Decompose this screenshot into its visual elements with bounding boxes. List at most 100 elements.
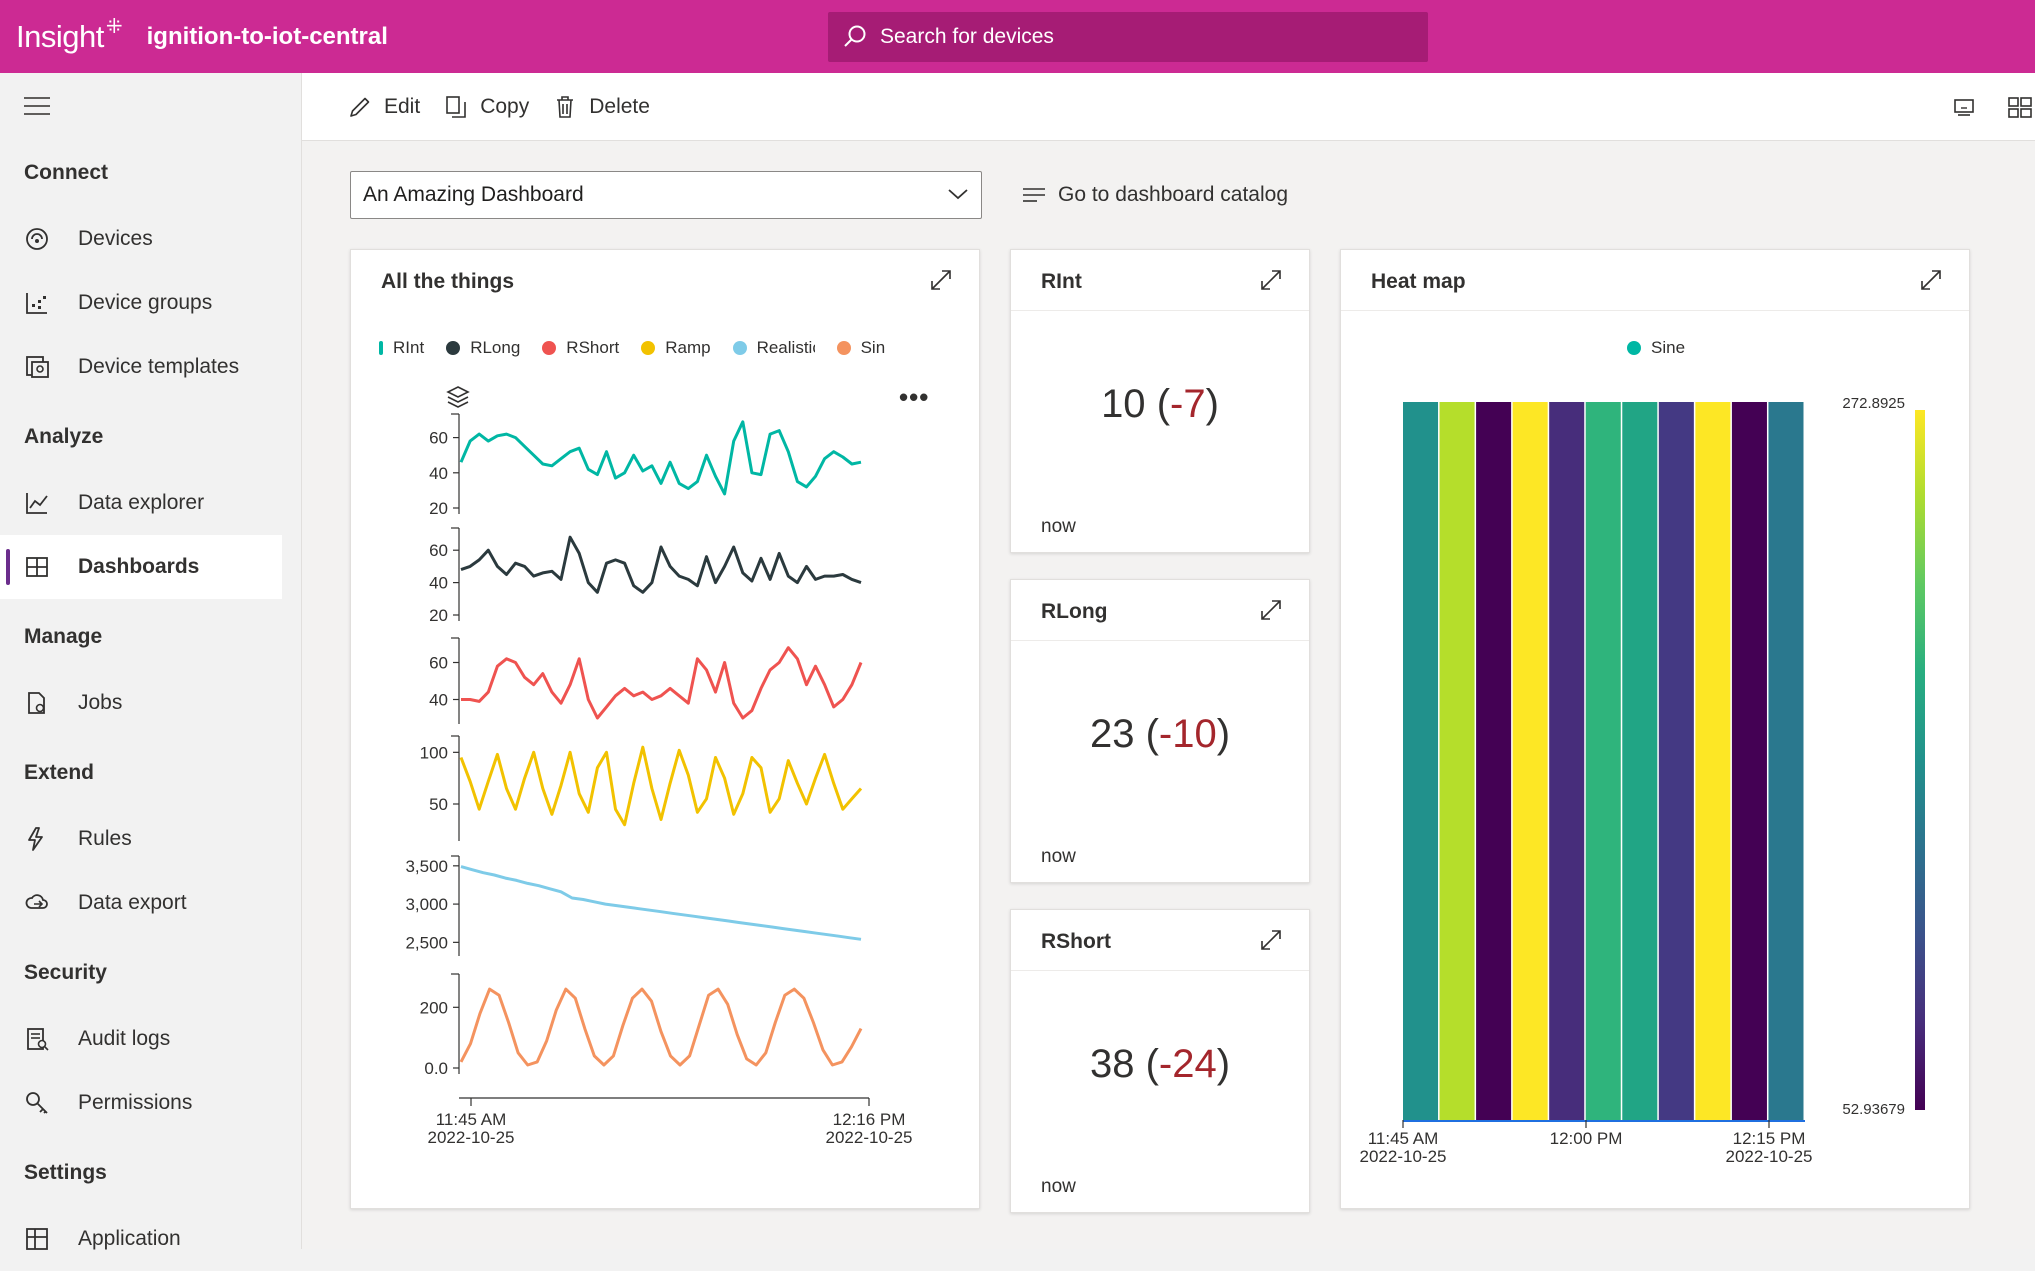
sidebar-item-data-export[interactable]: Data export — [0, 871, 282, 935]
color-scale-max-label: 272.8925 — [1842, 395, 1905, 412]
legend-item-rint[interactable]: RInt — [379, 338, 424, 358]
legend-label: RLong — [470, 338, 521, 357]
display-mode-icon[interactable] — [1952, 95, 1976, 119]
tile-title: RShort — [1041, 930, 1111, 953]
sidebar-item-label: Jobs — [78, 691, 123, 714]
legend-item-ramp[interactable]: Ramp — [641, 338, 711, 358]
kpi-timestamp: now — [1041, 846, 1076, 867]
divider — [1011, 970, 1309, 971]
legend-dot — [732, 341, 747, 355]
legend-item-rlong[interactable]: RLong — [446, 338, 520, 358]
heatmap-cell — [1658, 402, 1694, 1120]
sidebar-item-dashboards[interactable]: Dashboards — [0, 535, 282, 599]
kpi-delta: -10 — [1158, 712, 1217, 756]
legend-label: Sin — [860, 338, 886, 357]
sidebar-item-label: Dashboards — [78, 555, 200, 578]
y-tick-label: 40 — [429, 464, 448, 483]
legend-dot — [836, 341, 851, 355]
sidebar-item-devices[interactable]: Devices — [0, 207, 282, 271]
heatmap-legend: Sine — [1627, 338, 1707, 358]
legend-dot — [542, 341, 557, 355]
device-groups-icon — [22, 288, 52, 318]
legend-item-realistic[interactable]: Realistic — [732, 338, 815, 358]
more-options-icon[interactable]: ••• — [899, 382, 930, 412]
divider — [1011, 640, 1309, 641]
color-scale-bar — [1915, 410, 1925, 1110]
heatmap-cell — [1731, 402, 1767, 1120]
kpi-number: 10 — [1101, 382, 1146, 426]
sidebar-item-label: Application — [78, 1227, 181, 1250]
series-line-rint — [459, 420, 862, 496]
edit-button[interactable]: Edit — [348, 95, 420, 119]
trash-icon — [553, 95, 577, 119]
y-tick-label: 60 — [429, 429, 448, 448]
sidebar-item-application[interactable]: Application — [0, 1207, 282, 1271]
search-icon — [842, 24, 868, 50]
sidebar-item-label: Device groups — [78, 291, 213, 314]
copy-button[interactable]: Copy — [444, 95, 529, 119]
delete-button[interactable]: Delete — [553, 95, 650, 119]
sidebar-item-label: Device templates — [78, 355, 240, 378]
expand-icon[interactable] — [1259, 928, 1283, 957]
application-icon — [22, 1224, 52, 1254]
dashboard-catalog-link[interactable]: Go to dashboard catalog — [1022, 183, 1288, 207]
expand-icon[interactable] — [1919, 268, 1943, 297]
legend-label: RShort — [566, 338, 620, 357]
kpi-timestamp: now — [1041, 516, 1076, 537]
layout-icon[interactable] — [2007, 95, 2033, 119]
copy-icon — [444, 95, 468, 119]
sidebar-item-data-explorer[interactable]: Data explorer — [0, 471, 282, 535]
y-tick-label: 0.0 — [424, 1059, 448, 1078]
dashboard-select[interactable]: An Amazing Dashboard — [350, 171, 982, 219]
x-tick-label: 12:16 PM — [833, 1110, 906, 1129]
main-content: Edit Copy Delete An Amazing Dashboard Go… — [302, 73, 2035, 1249]
color-scale-min-label: 52.93679 — [1842, 1101, 1905, 1118]
sidebar-item-permissions[interactable]: Permissions — [0, 1071, 282, 1135]
app-name[interactable]: ignition-to-iot-central — [146, 22, 388, 50]
copy-label: Copy — [480, 94, 530, 118]
legend-dot — [379, 341, 383, 355]
sidebar-item-audit-logs[interactable]: Audit logs — [0, 1007, 282, 1071]
data-explorer-icon — [22, 488, 52, 518]
series-line-rshort — [461, 646, 863, 720]
hamburger-menu-icon[interactable] — [24, 97, 50, 115]
sidebar-item-rules[interactable]: Rules — [0, 807, 282, 871]
series-line-realistic — [460, 865, 862, 941]
heatmap-cell — [1512, 402, 1548, 1120]
sidebar-item-jobs[interactable]: Jobs — [0, 671, 282, 735]
device-templates-icon — [22, 352, 52, 382]
layers-icon[interactable] — [445, 384, 471, 415]
divider — [1341, 310, 1969, 311]
edit-label: Edit — [384, 94, 421, 118]
tile-rint: RInt 10 (-7) now — [1010, 249, 1310, 553]
sidebar-item-label: Audit logs — [78, 1027, 171, 1050]
legend-item-sin[interactable]: Sin — [836, 338, 886, 358]
sidebar-item-device-groups[interactable]: Device groups — [0, 271, 282, 335]
tile-title: All the things — [381, 270, 514, 293]
kpi-delta: -7 — [1170, 382, 1206, 426]
sidebar-item-device-templates[interactable]: Device templates — [0, 335, 282, 399]
expand-icon[interactable] — [929, 268, 953, 297]
brand-logo[interactable]: Insight ⁜ — [16, 16, 123, 55]
tile-title: RInt — [1041, 270, 1082, 293]
edit-icon — [348, 95, 372, 119]
expand-icon[interactable] — [1259, 598, 1283, 627]
legend-item-rshort[interactable]: RShort — [542, 338, 619, 358]
audit-logs-icon — [22, 1024, 52, 1054]
search-placeholder: Search for devices — [880, 25, 1054, 48]
kpi-value: 23 (-10) — [1089, 712, 1231, 756]
y-tick-label: 3,500 — [405, 857, 448, 876]
sidebar-item-label: Permissions — [78, 1091, 193, 1114]
expand-icon[interactable] — [1259, 268, 1283, 297]
y-tick-label: 60 — [429, 541, 448, 560]
series-line-sin — [459, 987, 863, 1067]
x-tick-label: 2022-10-25 — [826, 1128, 913, 1147]
line-chart: 60 40 20 60 40 20 60 40 100 50 3,500 3,000 2,500 200 0… — [405, 413, 913, 1147]
search-input[interactable]: Search for devices — [828, 12, 1428, 62]
legend-item-sine[interactable]: Sine — [1627, 338, 1685, 358]
sidebar-item-label: Data explorer — [78, 491, 205, 514]
command-bar: Edit Copy Delete — [302, 73, 2035, 141]
legend-label: RInt — [393, 338, 425, 357]
heatmap-cell — [1476, 402, 1512, 1120]
